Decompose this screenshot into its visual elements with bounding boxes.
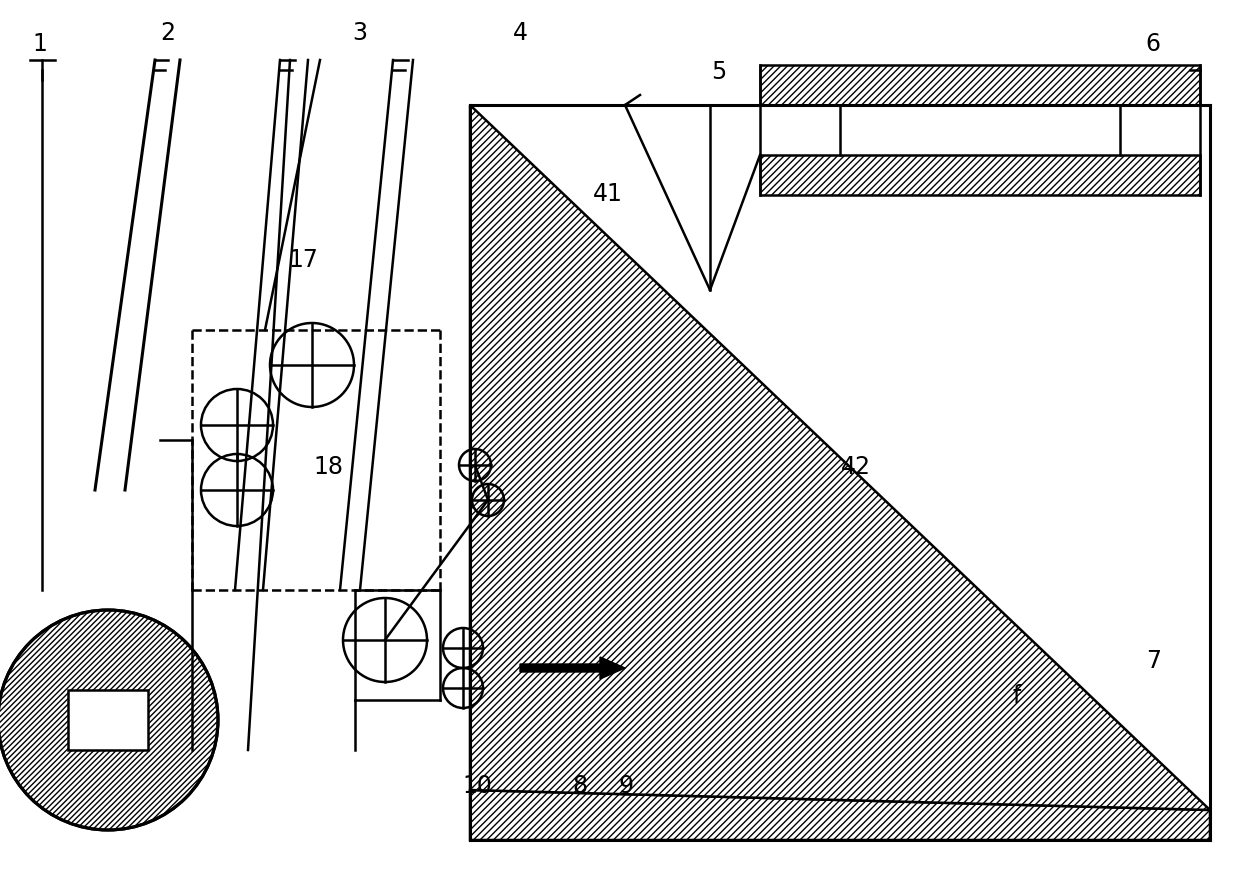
Text: 7: 7 bbox=[1146, 648, 1161, 673]
Text: 1: 1 bbox=[32, 32, 47, 56]
Polygon shape bbox=[470, 105, 1210, 810]
Text: 18: 18 bbox=[314, 455, 343, 479]
Polygon shape bbox=[760, 155, 1200, 195]
Polygon shape bbox=[760, 65, 1200, 105]
Bar bbox=[68, 690, 148, 750]
Text: 4: 4 bbox=[513, 21, 528, 46]
Text: 5: 5 bbox=[712, 60, 727, 85]
Text: 2: 2 bbox=[160, 21, 175, 46]
Text: 6: 6 bbox=[1146, 32, 1161, 56]
Text: 42: 42 bbox=[841, 455, 870, 479]
Text: 17: 17 bbox=[289, 248, 319, 272]
Circle shape bbox=[0, 610, 218, 830]
Text: 8: 8 bbox=[573, 774, 588, 798]
Text: 41: 41 bbox=[593, 181, 622, 206]
Text: 9: 9 bbox=[619, 774, 634, 798]
Polygon shape bbox=[470, 790, 1210, 840]
Text: 3: 3 bbox=[352, 21, 367, 46]
FancyArrow shape bbox=[520, 657, 625, 679]
Text: 10: 10 bbox=[463, 774, 492, 798]
Text: f: f bbox=[1013, 684, 1021, 708]
